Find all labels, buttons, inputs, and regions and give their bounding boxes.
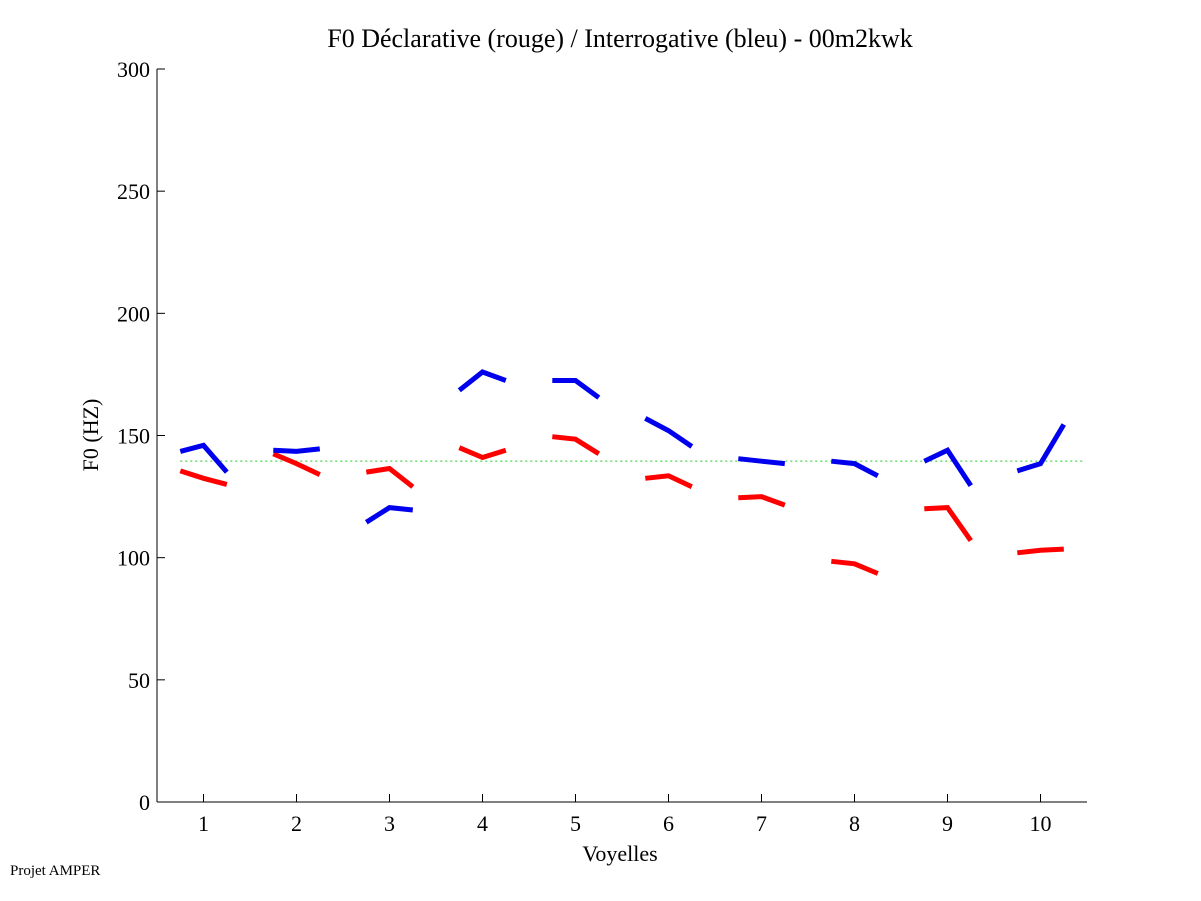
x-tick-label: 5 [570, 811, 581, 836]
interrogative-segment-8 [831, 458, 879, 479]
y-tick-label: 100 [117, 546, 150, 571]
declarative-segment-3 [365, 465, 415, 489]
y-tick-label: 250 [117, 179, 150, 204]
y-tick-label: 200 [117, 301, 150, 326]
declarative-segment-7 [738, 494, 786, 508]
declarative-segment-8 [831, 558, 879, 576]
interrogative-segment-10 [1016, 423, 1066, 474]
y-tick-label: 300 [117, 57, 150, 82]
declarative-segment-4 [458, 445, 507, 461]
y-axis-label: F0 (HZ) [78, 399, 103, 472]
interrogative-segment-9 [923, 447, 973, 487]
declarative-segment-10 [1017, 546, 1064, 556]
chart-title: F0 Déclarative (rouge) / Interrogative (… [327, 24, 913, 53]
x-tick-label: 9 [942, 811, 953, 836]
y-tick-label: 50 [128, 668, 150, 693]
x-tick-label: 8 [849, 811, 860, 836]
interrogative-segment-6 [644, 416, 694, 449]
plot-area: 0 50 100 150 200 250 300 1 2 3 4 5 6 7 8 9 10 [117, 57, 1087, 836]
declarative-segment-2 [272, 451, 321, 477]
interrogative-segment-1 [179, 442, 229, 474]
declarative-segment-6 [645, 473, 693, 490]
x-tick-label: 1 [198, 811, 209, 836]
interrogative-segment-3 [364, 505, 414, 525]
y-tick-label: 150 [117, 424, 150, 449]
interrogative-segment-7 [738, 456, 786, 467]
footer-credit: Projet AMPER [10, 863, 101, 879]
x-tick-label: 2 [291, 811, 302, 836]
x-tick-label: 10 [1030, 811, 1052, 836]
interrogative-segment-2 [273, 446, 321, 454]
declarative-segment-5 [552, 434, 601, 456]
x-tick-label: 4 [477, 811, 488, 836]
x-tick-label: 3 [384, 811, 395, 836]
x-tick-label: 6 [663, 811, 674, 836]
y-tick-label: 0 [139, 790, 150, 815]
declarative-segment-9 [924, 505, 973, 543]
x-tick-label: 7 [756, 811, 767, 836]
declarative-segment-1 [179, 468, 228, 487]
interrogative-segment-5 [552, 378, 601, 400]
x-axis-label: Voyelles [582, 841, 657, 866]
interrogative-segment-4 [457, 369, 507, 393]
